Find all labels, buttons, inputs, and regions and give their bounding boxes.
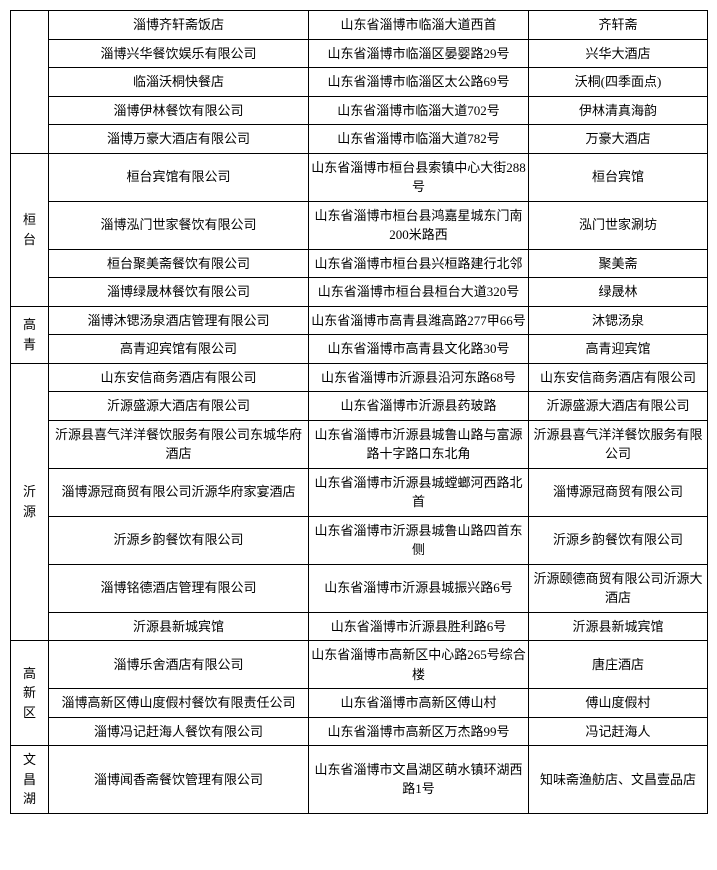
company-cell: 淄博冯记赶海人餐饮有限公司 [49, 717, 309, 746]
company-table: 淄博齐轩斋饭店山东省淄博市临淄大道西首齐轩斋淄博兴华餐饮娱乐有限公司山东省淄博市… [10, 10, 708, 814]
name-cell: 沃桐(四季面点) [529, 68, 708, 97]
table-row: 淄博铭德酒店管理有限公司山东省淄博市沂源县城振兴路6号沂源颐德商贸有限公司沂源大… [11, 564, 708, 612]
table-row: 沂源县新城宾馆山东省淄博市沂源县胜利路6号沂源县新城宾馆 [11, 612, 708, 641]
table-row: 淄博冯记赶海人餐饮有限公司山东省淄博市高新区万杰路99号冯记赶海人 [11, 717, 708, 746]
company-cell: 高青迎宾馆有限公司 [49, 335, 309, 364]
company-cell: 沂源盛源大酒店有限公司 [49, 392, 309, 421]
table-row: 淄博伊林餐饮有限公司山东省淄博市临淄大道702号伊林清真海韵 [11, 96, 708, 125]
name-cell: 沂源盛源大酒店有限公司 [529, 392, 708, 421]
name-cell: 知味斋渔舫店、文昌壹品店 [529, 746, 708, 814]
company-cell: 淄博高新区傅山度假村餐饮有限责任公司 [49, 689, 309, 718]
name-cell: 桓台宾馆 [529, 153, 708, 201]
table-row: 桓台桓台宾馆有限公司山东省淄博市桓台县索镇中心大街288号桓台宾馆 [11, 153, 708, 201]
name-cell: 聚美斋 [529, 249, 708, 278]
table-row: 临淄沃桐快餐店山东省淄博市临淄区太公路69号沃桐(四季面点) [11, 68, 708, 97]
address-cell: 山东省淄博市桓台县兴桓路建行北邻 [309, 249, 529, 278]
address-cell: 山东省淄博市沂源县城鲁山路四首东侧 [309, 516, 529, 564]
company-cell: 淄博源冠商贸有限公司沂源华府家宴酒店 [49, 468, 309, 516]
address-cell: 山东省淄博市高新区万杰路99号 [309, 717, 529, 746]
company-cell: 淄博泓门世家餐饮有限公司 [49, 201, 309, 249]
name-cell: 唐庄酒店 [529, 641, 708, 689]
company-cell: 淄博沐锶汤泉酒店管理有限公司 [49, 306, 309, 335]
company-cell: 淄博乐舍酒店有限公司 [49, 641, 309, 689]
company-cell: 淄博万豪大酒店有限公司 [49, 125, 309, 154]
table-row: 高青迎宾馆有限公司山东省淄博市高青县文化路30号高青迎宾馆 [11, 335, 708, 364]
table-row: 沂源乡韵餐饮有限公司山东省淄博市沂源县城鲁山路四首东侧沂源乡韵餐饮有限公司 [11, 516, 708, 564]
table-row: 淄博万豪大酒店有限公司山东省淄博市临淄大道782号万豪大酒店 [11, 125, 708, 154]
address-cell: 山东省淄博市沂源县城鲁山路与富源路十字路口东北角 [309, 420, 529, 468]
address-cell: 山东省淄博市临淄大道西首 [309, 11, 529, 40]
name-cell: 沂源县新城宾馆 [529, 612, 708, 641]
table-row: 淄博源冠商贸有限公司沂源华府家宴酒店山东省淄博市沂源县城螳螂河西路北首淄博源冠商… [11, 468, 708, 516]
name-cell: 山东安信商务酒店有限公司 [529, 363, 708, 392]
name-cell: 沐锶汤泉 [529, 306, 708, 335]
address-cell: 山东省淄博市桓台县索镇中心大街288号 [309, 153, 529, 201]
name-cell: 淄博源冠商贸有限公司 [529, 468, 708, 516]
region-cell: 高青 [11, 306, 49, 363]
company-cell: 沂源县新城宾馆 [49, 612, 309, 641]
address-cell: 山东省淄博市文昌湖区萌水镇环湖西路1号 [309, 746, 529, 814]
name-cell: 齐轩斋 [529, 11, 708, 40]
address-cell: 山东省淄博市临淄大道702号 [309, 96, 529, 125]
address-cell: 山东省淄博市沂源县城振兴路6号 [309, 564, 529, 612]
name-cell: 伊林清真海韵 [529, 96, 708, 125]
region-cell: 沂源 [11, 363, 49, 641]
company-cell: 沂源乡韵餐饮有限公司 [49, 516, 309, 564]
table-row: 淄博兴华餐饮娱乐有限公司山东省淄博市临淄区晏婴路29号兴华大酒店 [11, 39, 708, 68]
address-cell: 山东省淄博市高青县文化路30号 [309, 335, 529, 364]
region-cell [11, 11, 49, 154]
name-cell: 绿晟林 [529, 278, 708, 307]
name-cell: 高青迎宾馆 [529, 335, 708, 364]
name-cell: 冯记赶海人 [529, 717, 708, 746]
address-cell: 山东省淄博市沂源县药玻路 [309, 392, 529, 421]
name-cell: 万豪大酒店 [529, 125, 708, 154]
company-cell: 淄博绿晟林餐饮有限公司 [49, 278, 309, 307]
name-cell: 泓门世家涮坊 [529, 201, 708, 249]
company-cell: 桓台宾馆有限公司 [49, 153, 309, 201]
region-cell: 桓台 [11, 153, 49, 306]
name-cell: 沂源县喜气洋洋餐饮服务有限公司 [529, 420, 708, 468]
table-row: 沂源山东安信商务酒店有限公司山东省淄博市沂源县沿河东路68号山东安信商务酒店有限… [11, 363, 708, 392]
address-cell: 山东省淄博市临淄区太公路69号 [309, 68, 529, 97]
address-cell: 山东省淄博市高新区中心路265号综合楼 [309, 641, 529, 689]
table-row: 高新区淄博乐舍酒店有限公司山东省淄博市高新区中心路265号综合楼唐庄酒店 [11, 641, 708, 689]
company-cell: 沂源县喜气洋洋餐饮服务有限公司东城华府酒店 [49, 420, 309, 468]
address-cell: 山东省淄博市沂源县城螳螂河西路北首 [309, 468, 529, 516]
address-cell: 山东省淄博市临淄区晏婴路29号 [309, 39, 529, 68]
table-row: 文昌湖淄博闻香斋餐饮管理有限公司山东省淄博市文昌湖区萌水镇环湖西路1号知味斋渔舫… [11, 746, 708, 814]
table-row: 高青淄博沐锶汤泉酒店管理有限公司山东省淄博市高青县潍高路277甲66号沐锶汤泉 [11, 306, 708, 335]
company-cell: 淄博兴华餐饮娱乐有限公司 [49, 39, 309, 68]
table-row: 淄博绿晟林餐饮有限公司山东省淄博市桓台县桓台大道320号绿晟林 [11, 278, 708, 307]
company-cell: 淄博伊林餐饮有限公司 [49, 96, 309, 125]
table-row: 沂源盛源大酒店有限公司山东省淄博市沂源县药玻路沂源盛源大酒店有限公司 [11, 392, 708, 421]
name-cell: 沂源乡韵餐饮有限公司 [529, 516, 708, 564]
company-cell: 淄博铭德酒店管理有限公司 [49, 564, 309, 612]
name-cell: 兴华大酒店 [529, 39, 708, 68]
address-cell: 山东省淄博市临淄大道782号 [309, 125, 529, 154]
table-row: 桓台聚美斋餐饮有限公司山东省淄博市桓台县兴桓路建行北邻聚美斋 [11, 249, 708, 278]
region-cell: 高新区 [11, 641, 49, 746]
address-cell: 山东省淄博市高青县潍高路277甲66号 [309, 306, 529, 335]
table-row: 淄博齐轩斋饭店山东省淄博市临淄大道西首齐轩斋 [11, 11, 708, 40]
table-row: 淄博高新区傅山度假村餐饮有限责任公司山东省淄博市高新区傅山村傅山度假村 [11, 689, 708, 718]
table-row: 沂源县喜气洋洋餐饮服务有限公司东城华府酒店山东省淄博市沂源县城鲁山路与富源路十字… [11, 420, 708, 468]
address-cell: 山东省淄博市沂源县沿河东路68号 [309, 363, 529, 392]
region-cell: 文昌湖 [11, 746, 49, 814]
company-cell: 桓台聚美斋餐饮有限公司 [49, 249, 309, 278]
company-cell: 淄博齐轩斋饭店 [49, 11, 309, 40]
address-cell: 山东省淄博市桓台县鸿嘉星城东门南200米路西 [309, 201, 529, 249]
table-row: 淄博泓门世家餐饮有限公司山东省淄博市桓台县鸿嘉星城东门南200米路西泓门世家涮坊 [11, 201, 708, 249]
address-cell: 山东省淄博市沂源县胜利路6号 [309, 612, 529, 641]
address-cell: 山东省淄博市高新区傅山村 [309, 689, 529, 718]
company-cell: 山东安信商务酒店有限公司 [49, 363, 309, 392]
company-cell: 淄博闻香斋餐饮管理有限公司 [49, 746, 309, 814]
address-cell: 山东省淄博市桓台县桓台大道320号 [309, 278, 529, 307]
company-cell: 临淄沃桐快餐店 [49, 68, 309, 97]
name-cell: 沂源颐德商贸有限公司沂源大酒店 [529, 564, 708, 612]
name-cell: 傅山度假村 [529, 689, 708, 718]
